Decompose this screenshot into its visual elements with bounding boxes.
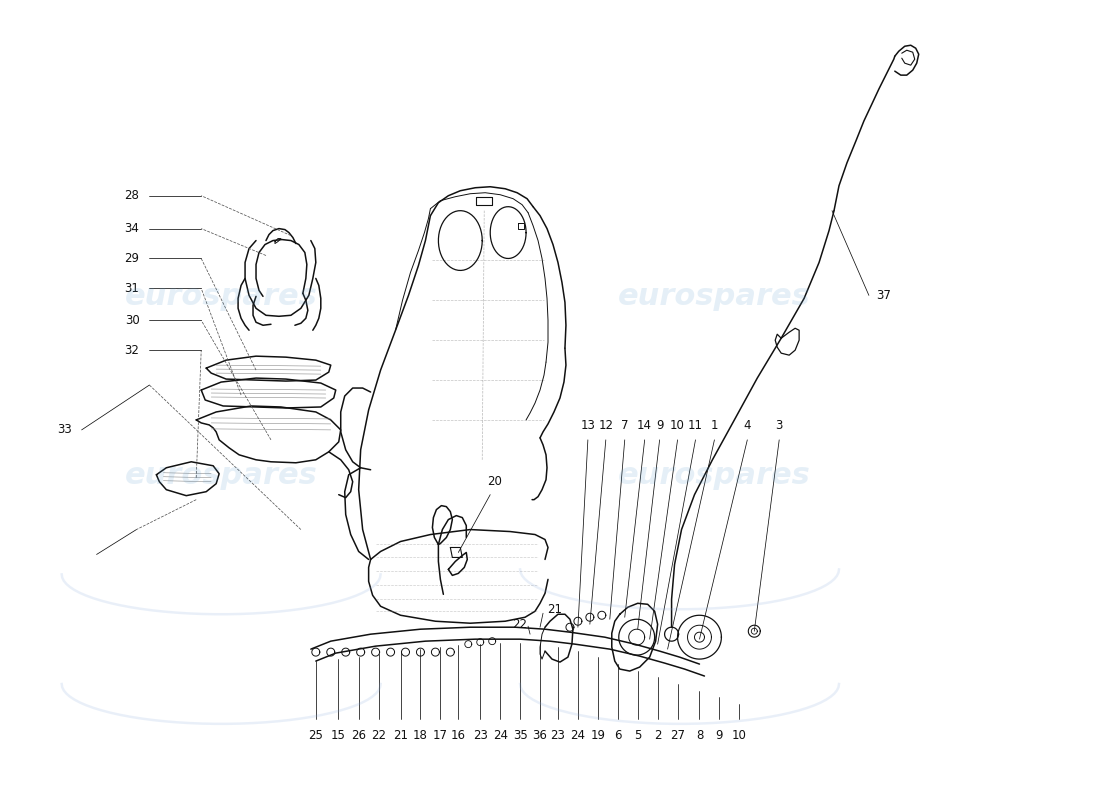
Text: 4: 4	[744, 419, 751, 432]
Text: 30: 30	[124, 314, 140, 326]
Text: 18: 18	[412, 729, 428, 742]
Text: 34: 34	[124, 222, 140, 235]
Text: 36: 36	[532, 729, 548, 742]
Text: 28: 28	[124, 190, 140, 202]
Text: 35: 35	[513, 729, 528, 742]
Text: 14: 14	[637, 419, 652, 432]
Text: 26: 26	[351, 729, 366, 742]
Text: 10: 10	[670, 419, 685, 432]
Text: 5: 5	[634, 729, 641, 742]
Text: 7: 7	[621, 419, 628, 432]
Text: 32: 32	[124, 344, 140, 357]
Text: 21: 21	[547, 602, 562, 616]
Text: 9: 9	[716, 729, 723, 742]
Text: eurospares: eurospares	[618, 462, 811, 490]
Text: 29: 29	[124, 252, 140, 265]
Text: 6: 6	[614, 729, 622, 742]
Text: 25: 25	[308, 729, 323, 742]
Text: 13: 13	[581, 419, 595, 432]
Text: eurospares: eurospares	[124, 282, 318, 311]
Text: 24: 24	[571, 729, 585, 742]
Text: eurospares: eurospares	[124, 462, 318, 490]
Text: 12: 12	[598, 419, 614, 432]
Text: 37: 37	[876, 289, 891, 302]
Text: 3: 3	[776, 419, 783, 432]
Text: 27: 27	[670, 729, 685, 742]
Text: 20: 20	[487, 474, 502, 488]
Text: 9: 9	[656, 419, 663, 432]
Text: 15: 15	[330, 729, 345, 742]
Text: 21: 21	[393, 729, 408, 742]
Text: 11: 11	[688, 419, 703, 432]
Text: 16: 16	[451, 729, 465, 742]
Text: eurospares: eurospares	[618, 282, 811, 311]
Text: 17: 17	[433, 729, 448, 742]
Text: 10: 10	[732, 729, 747, 742]
Text: 33: 33	[57, 423, 72, 436]
Text: 31: 31	[124, 282, 140, 295]
Text: 2: 2	[653, 729, 661, 742]
Text: 24: 24	[493, 729, 508, 742]
Text: 22: 22	[513, 618, 527, 630]
Text: 23: 23	[550, 729, 565, 742]
Text: 23: 23	[473, 729, 487, 742]
Text: 19: 19	[591, 729, 605, 742]
Text: 1: 1	[711, 419, 718, 432]
Text: 8: 8	[696, 729, 703, 742]
Text: 22: 22	[371, 729, 386, 742]
